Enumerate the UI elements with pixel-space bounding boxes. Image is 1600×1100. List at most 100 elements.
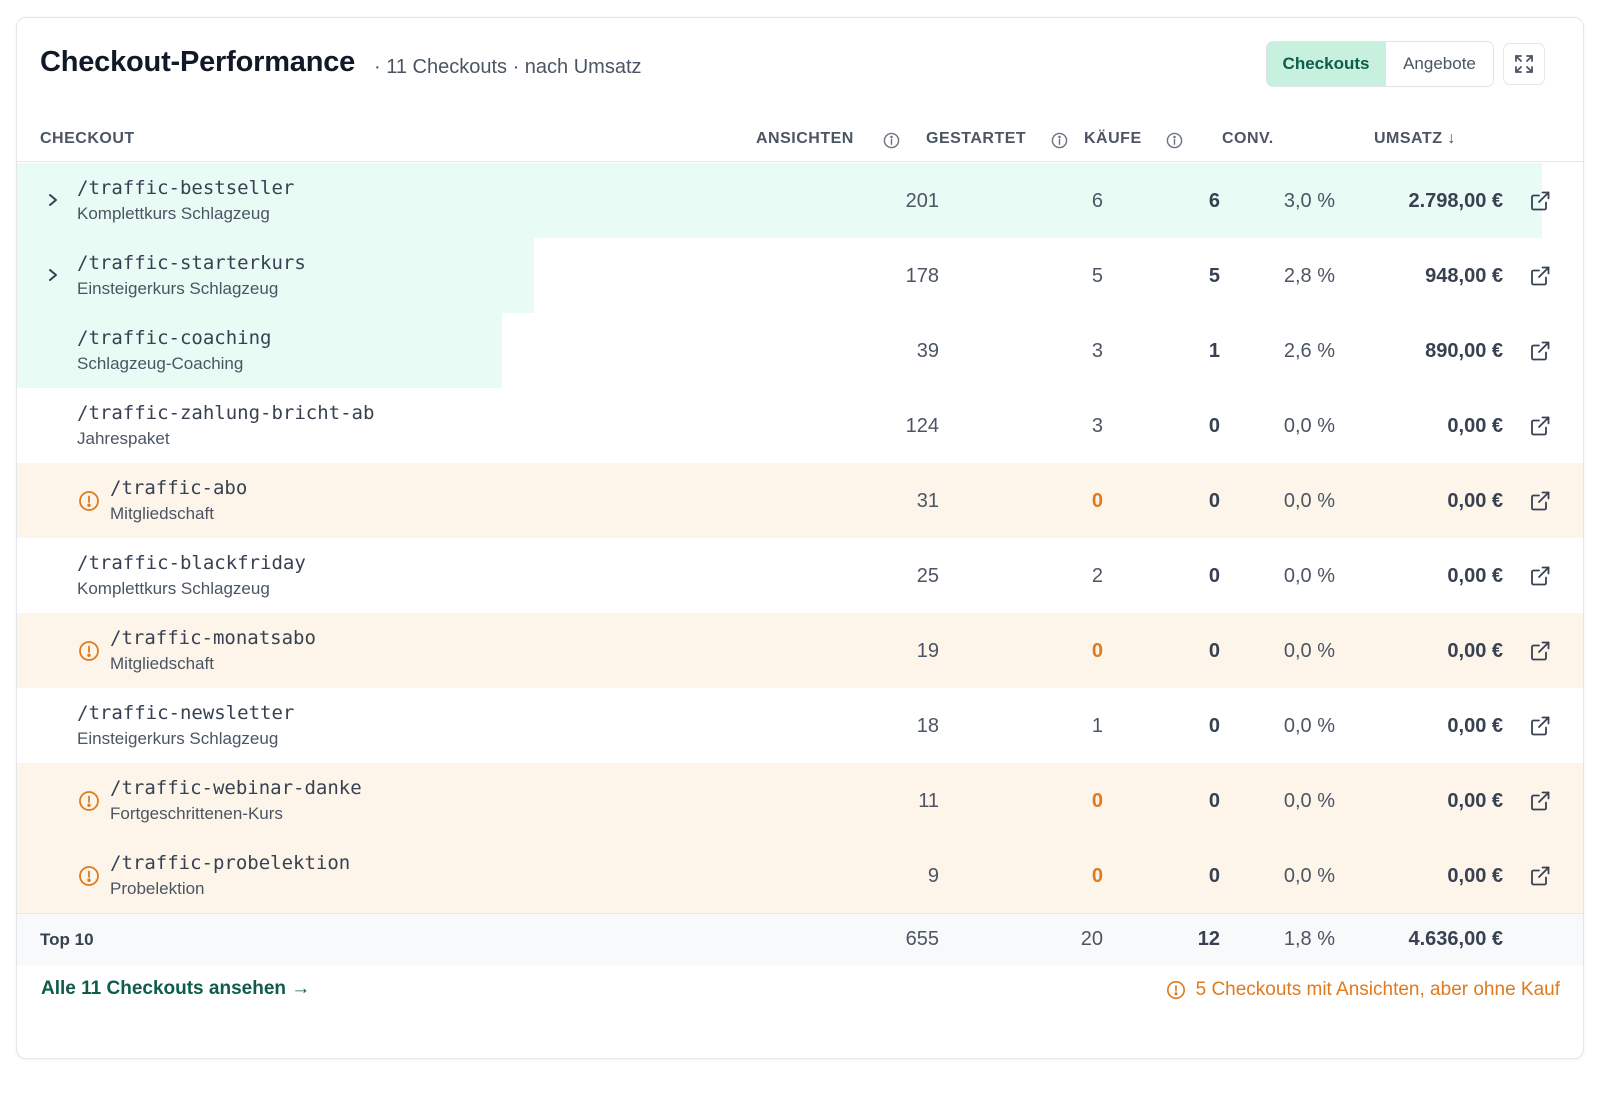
table-row[interactable]: /traffic-zahlung-bricht-ab Jahrespaket 1… — [17, 388, 1583, 463]
table-row[interactable]: /traffic-probelektion Probelektion 9 0 0 0,… — [17, 838, 1583, 913]
ansichten-cell: 201 — [905, 190, 939, 212]
external-link-icon[interactable] — [1529, 265, 1551, 287]
alert-circle-icon — [1166, 981, 1185, 999]
checkout-cell: /traffic-zahlung-bricht-ab Jahrespaket — [77, 401, 374, 449]
external-link-icon[interactable] — [1529, 790, 1551, 812]
total-umsatz: 4.636,00 € — [1408, 928, 1503, 950]
checkout-slug[interactable]: /traffic-starterkurs — [77, 252, 306, 274]
table-row[interactable]: /traffic-starterkurs Einsteigerkurs Schl… — [17, 238, 1583, 313]
checkout-slug[interactable]: /traffic-bestseller — [77, 177, 295, 199]
umsatz-cell: 890,00 € — [1425, 340, 1503, 362]
conv-cell: 0,0 % — [1283, 415, 1335, 437]
external-link-icon[interactable] — [1529, 490, 1551, 512]
conv-cell: 0,0 % — [1283, 565, 1335, 587]
checkout-cell: /traffic-newsletter Einsteigerkurs Schla… — [77, 701, 294, 749]
view-toggle: Checkouts Angebote — [1266, 41, 1494, 87]
conv-cell: 0,0 % — [1283, 490, 1335, 512]
checkout-cell: /traffic-blackfriday Komplettkurs Schlag… — [77, 551, 306, 599]
kaeufe-cell: 0 — [1208, 565, 1220, 587]
checkout-product: Mitgliedschaft — [110, 504, 214, 523]
external-link-icon[interactable] — [1529, 415, 1551, 437]
kaeufe-cell: 0 — [1208, 490, 1220, 512]
ansichten-cell: 39 — [916, 340, 939, 362]
column-header-checkout[interactable]: CHECKOUT — [40, 130, 135, 147]
checkout-slug[interactable]: /traffic-monatsabo — [110, 627, 316, 649]
alert-circle-icon — [79, 866, 99, 886]
checkout-cell: /traffic-coaching Schlagzeug-Coaching — [77, 326, 271, 374]
umsatz-cell: 0,00 € — [1447, 715, 1503, 737]
checkout-slug[interactable]: /traffic-newsletter — [77, 702, 295, 724]
external-link-icon[interactable] — [1529, 340, 1551, 362]
table-header: CHECKOUT ANSICHTEN GESTARTET KÄUFE CONV.… — [17, 118, 1583, 162]
chevron-right-icon[interactable] — [44, 264, 62, 286]
column-header-gestartet[interactable]: GESTARTET — [926, 130, 1027, 147]
checkout-product: Schlagzeug-Coaching — [77, 354, 244, 373]
kaeufe-cell: 5 — [1208, 265, 1220, 287]
expand-button[interactable] — [1503, 43, 1545, 85]
external-link-icon[interactable] — [1529, 865, 1551, 887]
external-link-icon[interactable] — [1529, 190, 1551, 212]
kaeufe-cell: 1 — [1208, 340, 1220, 362]
total-row: Top 10 655 20 12 1,8 % 4.636,00 € — [17, 913, 1583, 965]
external-link-icon[interactable] — [1529, 640, 1551, 662]
checkout-slug[interactable]: /traffic-coaching — [77, 327, 272, 349]
checkout-slug[interactable]: /traffic-probelektion — [110, 852, 351, 874]
total-gestartet: 20 — [1080, 928, 1103, 950]
chevron-right-icon[interactable] — [44, 189, 62, 211]
kaeufe-cell: 0 — [1208, 790, 1220, 812]
footer-warning-text: 5 Checkouts mit Ansichten, aber ohne Kau… — [1195, 979, 1560, 1000]
tab-checkouts[interactable]: Checkouts — [1267, 42, 1385, 86]
kaeufe-cell: 0 — [1208, 715, 1220, 737]
tab-angebote[interactable]: Angebote — [1385, 42, 1493, 86]
gestartet-cell: 0 — [1091, 490, 1103, 512]
info-icon[interactable] — [1051, 132, 1068, 149]
umsatz-cell: 0,00 € — [1447, 565, 1503, 587]
table-row[interactable]: /traffic-bestseller Komplettkurs Schlagz… — [17, 163, 1583, 238]
ansichten-cell: 31 — [916, 490, 939, 512]
column-header-conv[interactable]: CONV. — [1222, 130, 1274, 147]
column-header-kaeufe[interactable]: KÄUFE — [1084, 130, 1142, 147]
alert-circle-icon — [79, 491, 99, 511]
total-label: Top 10 — [40, 930, 94, 949]
umsatz-cell: 0,00 € — [1447, 790, 1503, 812]
info-icon[interactable] — [883, 132, 900, 149]
checkout-cell: /traffic-starterkurs Einsteigerkurs Schl… — [77, 251, 306, 299]
checkout-product: Fortgeschrittenen-Kurs — [110, 804, 283, 823]
umsatz-cell: 948,00 € — [1425, 265, 1503, 287]
ansichten-cell: 11 — [918, 790, 939, 812]
checkout-cell: /traffic-bestseller Komplettkurs Schlagz… — [77, 176, 294, 224]
umsatz-cell: 0,00 € — [1447, 415, 1503, 437]
table-row[interactable]: /traffic-blackfriday Komplettkurs Schlag… — [17, 538, 1583, 613]
checkout-slug[interactable]: /traffic-zahlung-bricht-ab — [77, 402, 375, 424]
checkout-slug[interactable]: /traffic-abo — [110, 477, 248, 499]
table-row[interactable]: /traffic-webinar-danke Fortgeschrittenen… — [17, 763, 1583, 838]
total-ansichten: 655 — [905, 928, 939, 950]
checkout-slug[interactable]: /traffic-webinar-danke — [110, 777, 362, 799]
view-all-link[interactable]: Alle 11 Checkouts ansehen → — [41, 978, 311, 999]
kaeufe-cell: 0 — [1208, 415, 1220, 437]
checkout-slug[interactable]: /traffic-blackfriday — [77, 552, 306, 574]
column-header-ansichten[interactable]: ANSICHTEN — [756, 130, 854, 147]
checkout-cell: /traffic-monatsabo Mitgliedschaft — [110, 626, 316, 674]
external-link-icon[interactable] — [1529, 715, 1551, 737]
external-link-icon[interactable] — [1529, 565, 1551, 587]
gestartet-cell: 0 — [1091, 640, 1103, 662]
conv-cell: 2,8 % — [1283, 265, 1335, 287]
table-row[interactable]: /traffic-newsletter Einsteigerkurs Schla… — [17, 688, 1583, 763]
checkout-product: Komplettkurs Schlagzeug — [77, 204, 270, 223]
info-icon[interactable] — [1166, 132, 1183, 149]
table-row[interactable]: /traffic-abo Mitgliedschaft 31 0 0 0,0 % 0,0… — [17, 463, 1583, 538]
checkout-product: Einsteigerkurs Schlagzeug — [77, 729, 279, 748]
gestartet-cell: 3 — [1091, 340, 1103, 362]
gestartet-cell: 0 — [1091, 865, 1103, 887]
gestartet-cell: 0 — [1091, 790, 1103, 812]
table-row[interactable]: /traffic-monatsabo Mitgliedschaft 19 0 0 0,… — [17, 613, 1583, 688]
ansichten-cell: 9 — [927, 865, 939, 887]
ansichten-cell: 124 — [905, 415, 939, 437]
table-row[interactable]: /traffic-coaching Schlagzeug-Coaching 39… — [17, 313, 1583, 388]
ansichten-cell: 18 — [916, 715, 939, 737]
column-header-umsatz[interactable]: UMSATZ ↓ — [1374, 130, 1456, 147]
checkout-cell: /traffic-webinar-danke Fortgeschrittenen… — [110, 776, 362, 824]
checkout-cell: /traffic-abo Mitgliedschaft — [110, 476, 247, 524]
total-kaeufe: 12 — [1197, 928, 1220, 950]
